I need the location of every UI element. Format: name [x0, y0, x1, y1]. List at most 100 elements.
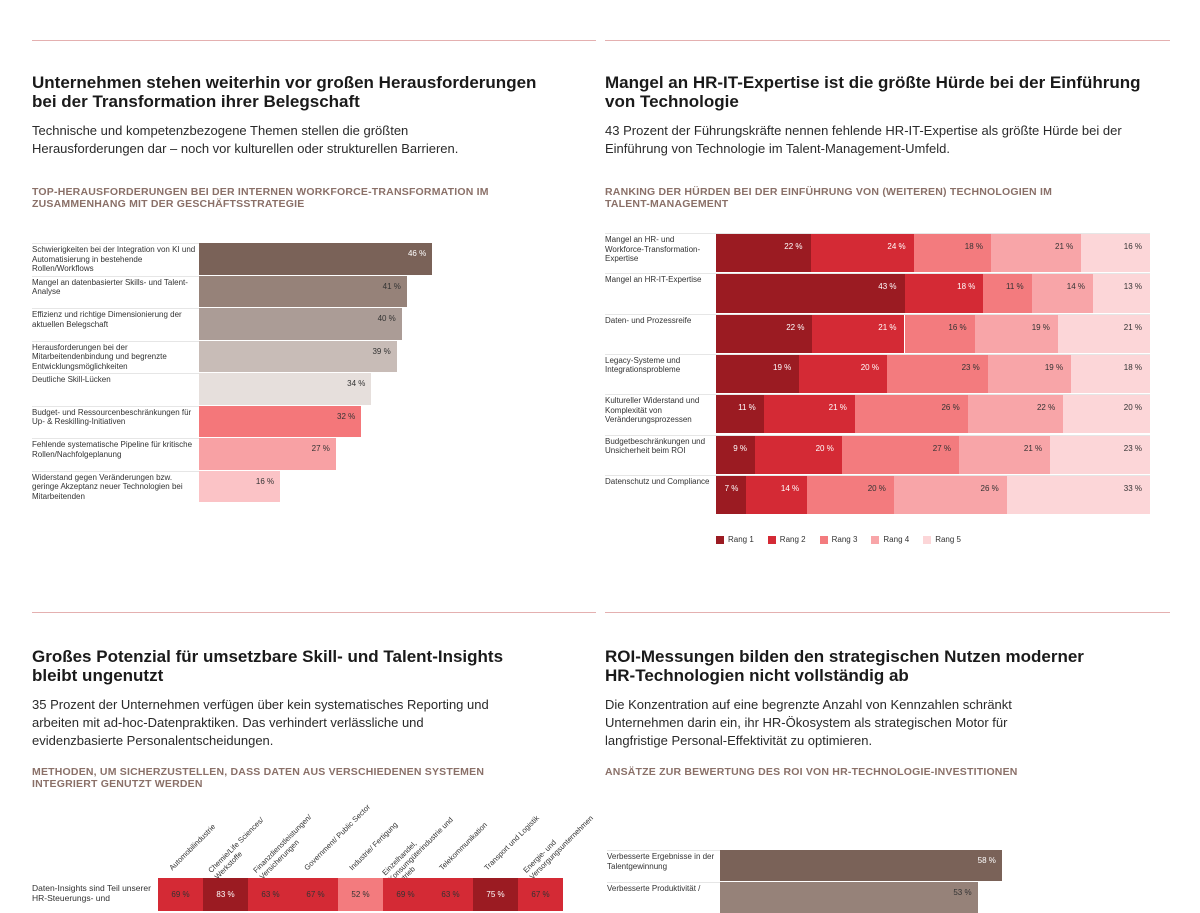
bar: [199, 405, 362, 437]
stacked-segment: 21 %: [812, 314, 905, 353]
bar-category-label: Schwierigkeiten bei der Integration von …: [32, 245, 196, 273]
stacked-segment: 13 %: [1093, 274, 1150, 313]
stacked-segment: 43 %: [716, 274, 905, 313]
legend-label: Rang 4: [883, 535, 910, 544]
row-divider: [32, 405, 199, 407]
stacked-segment: 24 %: [810, 234, 914, 273]
segment-value-label: 21 %: [878, 322, 897, 332]
bar-category-label: Effizienz und richtige Dimensionierung d…: [32, 310, 182, 329]
segment-value-label: 18 %: [1123, 362, 1142, 372]
stacked-segment: 23 %: [886, 354, 988, 394]
segment-value-label: 20 %: [1123, 403, 1142, 413]
legend-label: Rang 5: [935, 535, 961, 544]
heatmap-cell: 83 %: [203, 878, 248, 911]
section-title: Großes Potenzial für umsetzbare Skill- u…: [32, 647, 504, 685]
row-divider: [32, 243, 199, 244]
chart-label: RANKING DER HÜRDEN BEI DER EINFÜHRUNG VO…: [605, 186, 1053, 210]
row-divider: [32, 438, 199, 439]
row-label: Daten-Insights sind Teil unserer HR-Steu…: [32, 883, 151, 903]
bar: [199, 308, 402, 340]
stacked-segment: 27 %: [841, 435, 960, 474]
segment-value-label: 18 %: [957, 282, 976, 292]
segment-value-label: 7 %: [724, 483, 739, 493]
legend-swatch: [923, 535, 932, 544]
bar-value-label: 16 %: [255, 476, 275, 486]
legend-swatch: [819, 535, 828, 544]
segment-value-label: 22 %: [1036, 403, 1056, 413]
stacked-segment: 11 %: [983, 274, 1032, 313]
legend-label: Rang 1: [728, 535, 754, 544]
heatmap-cell: 63 %: [428, 878, 473, 911]
segment-value-label: 33 %: [1123, 483, 1142, 493]
bar-category-label: Deutliche Skill-Lücken: [32, 375, 111, 384]
heatmap-cell: 69 %: [158, 878, 203, 911]
segment-value-label: 19 %: [1031, 322, 1050, 332]
row-divider: [32, 340, 199, 342]
segment-value-label: 21 %: [1123, 322, 1142, 332]
bar-value-label: 32 %: [337, 411, 356, 421]
heatmap-cell: 67 %: [518, 878, 563, 911]
segment-value-label: 43 %: [878, 282, 897, 292]
row-divider: [32, 308, 199, 309]
bar-value-label: 58 %: [977, 856, 996, 865]
stacked-segment: 14 %: [1031, 274, 1093, 313]
bar: [199, 438, 336, 470]
row-divider: [605, 394, 1150, 396]
stacked-segment: 21 %: [959, 435, 1051, 474]
segment-value-label: 9 %: [733, 443, 748, 453]
row-divider: [605, 233, 1150, 234]
segment-value-label: 27 %: [932, 443, 952, 453]
bar: [199, 275, 407, 307]
stacked-segment: 18 %: [913, 234, 991, 273]
bar-value-label: 34 %: [347, 379, 366, 388]
chart-label: TOP-HERAUSFORDERUNGEN BEI DER INTERNEN W…: [32, 186, 489, 210]
stacked-segment: 26 %: [854, 395, 968, 434]
bar-category-label: Fehlende systematische Pipeline für krit…: [32, 440, 193, 459]
stacked-segment: 20 %: [807, 475, 894, 515]
segment-value-label: 13 %: [1123, 282, 1142, 292]
chart-legend: Rang 1 Rang 2 Rang 3 Rang 4 Rang 5: [716, 535, 961, 544]
chart-label: ANSÄTZE ZUR BEWERTUNG DES ROI VON HR-TEC…: [605, 766, 1018, 778]
bar-value-label: 39 %: [372, 346, 391, 356]
segment-value-label: 26 %: [980, 483, 999, 493]
segment-value-label: 21 %: [1023, 443, 1043, 453]
heatmap-cell: 63 %: [248, 878, 293, 911]
legend-item: Rang 2: [767, 535, 806, 544]
stacked-segment: 20 %: [755, 435, 842, 474]
stacked-segment: 11 %: [716, 395, 764, 434]
segment-value-label: 21 %: [828, 403, 847, 413]
column-header: Government/ Public Sector: [302, 802, 373, 873]
bar: [199, 470, 281, 502]
section-subtitle: Die Konzentration auf eine begrenzte Anz…: [605, 697, 1012, 748]
segment-value-label: 22 %: [786, 322, 805, 332]
section-subtitle: 35 Prozent der Unternehmen verfügen über…: [32, 697, 489, 748]
segment-value-label: 14 %: [780, 483, 800, 493]
stacked-segment: 20 %: [1063, 395, 1150, 434]
bar: [199, 243, 433, 275]
bar: [720, 882, 978, 913]
segment-value-label: 22 %: [784, 242, 803, 251]
stacked-segment: 18 %: [904, 274, 984, 313]
legend-swatch: [767, 535, 776, 544]
stacked-segment: 21 %: [1057, 314, 1150, 353]
legend-item: Rang 5: [923, 535, 961, 544]
legend-item: Rang 1: [716, 535, 754, 544]
legend-label: Rang 3: [831, 535, 858, 544]
bar-category-label: Herausforderungen bei der Mitarbeitenden…: [32, 342, 167, 371]
heatmap-cell: 67 %: [293, 878, 338, 911]
divider-bottom-left: [32, 612, 596, 613]
segment-value-label: 23 %: [961, 362, 980, 372]
bar-category-label: Verbesserte Ergebnisse in der Talentgewi…: [607, 852, 715, 871]
stacked-segment: 22 %: [716, 234, 811, 273]
row-divider: [607, 850, 720, 851]
stacked-segment: 16 %: [904, 314, 975, 353]
stacked-segment: 23 %: [1050, 435, 1150, 474]
stacked-segment: 18 %: [1071, 354, 1150, 394]
chart-label: METHODEN, UM SICHERZUSTELLEN, DASS DATEN…: [32, 766, 485, 790]
row-divider: [32, 373, 199, 374]
bar-category-label: Datenschutz und Compliance: [605, 476, 710, 486]
section-subtitle: Technische und kompetenzbezogene Themen …: [32, 123, 459, 156]
bar-category-label: Widerstand gegen Veränderungen bzw. geri…: [32, 472, 183, 501]
segment-value-label: 20 %: [815, 443, 834, 453]
stacked-segment: 26 %: [893, 475, 1007, 515]
